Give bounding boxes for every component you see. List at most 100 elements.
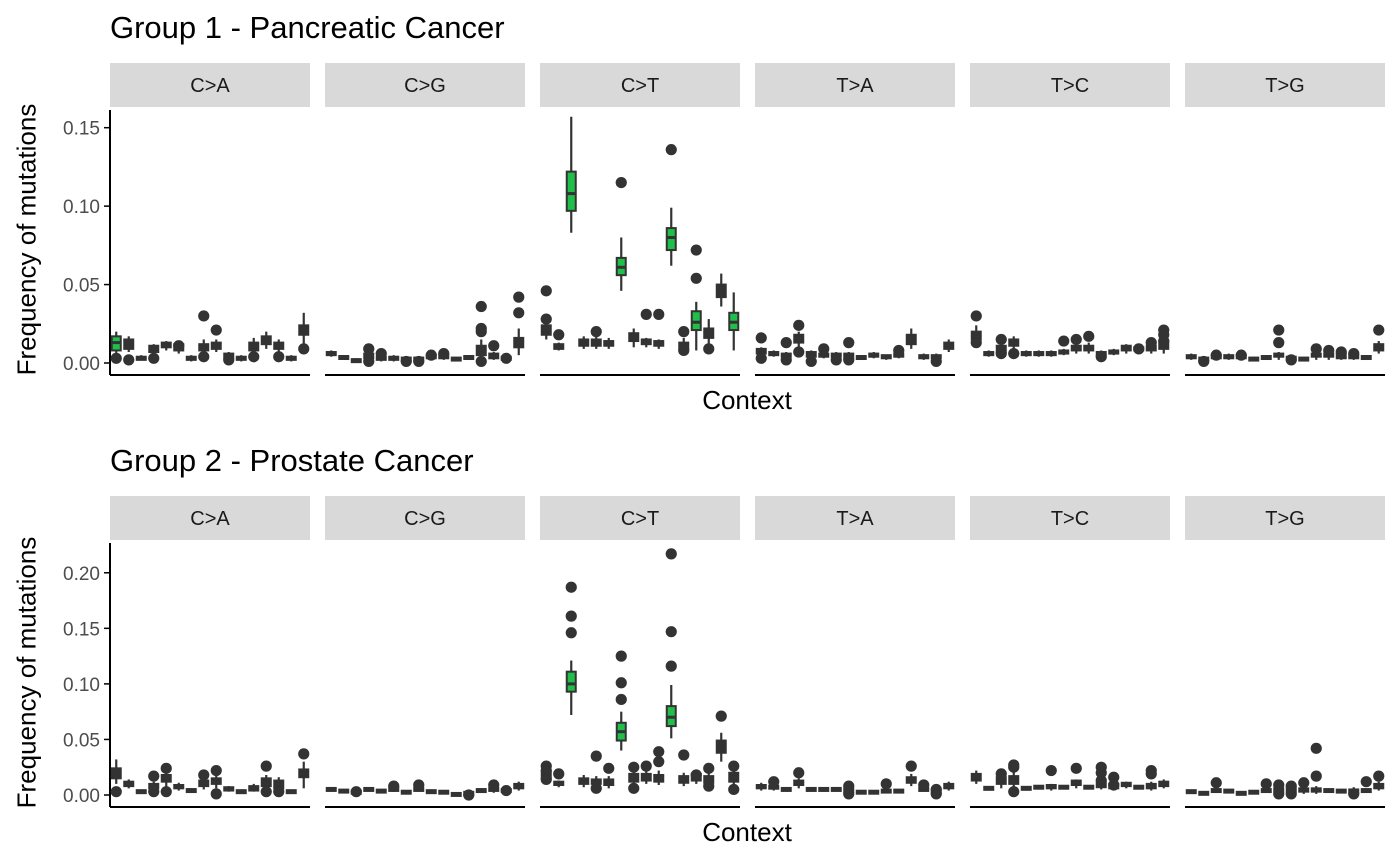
- facet-strip: [1185, 63, 1385, 107]
- outlier-point: [540, 313, 552, 325]
- outlier-point: [400, 355, 412, 368]
- box: [690, 310, 702, 332]
- facet-strip: [1185, 496, 1385, 540]
- y-tick-label: 0.05: [63, 276, 100, 297]
- outlier-point: [173, 340, 185, 352]
- outlier-point: [540, 764, 552, 777]
- facet-strip: [540, 63, 740, 107]
- outlier-point: [590, 326, 602, 338]
- outlier-point: [1298, 777, 1310, 789]
- facet-strip: [110, 63, 310, 107]
- outlier-point: [715, 710, 727, 722]
- outlier-point: [615, 650, 627, 662]
- outlier-point: [350, 786, 362, 798]
- outlier-point: [488, 779, 500, 791]
- outlier-point: [780, 354, 792, 366]
- outlier-point: [540, 773, 552, 786]
- chart-title-group-1: Group 1 - Pancreatic Cancer: [110, 10, 505, 45]
- outlier-point: [1348, 347, 1360, 360]
- outlier-point: [298, 748, 310, 760]
- outlier-point: [995, 347, 1007, 360]
- outlier-point: [703, 780, 715, 792]
- outlier-point: [1133, 343, 1145, 355]
- outlier-point: [793, 767, 805, 779]
- outlier-point: [1310, 343, 1322, 355]
- y-tick-label: 0.10: [63, 675, 100, 696]
- outlier-point: [1273, 779, 1285, 791]
- outlier-point: [1310, 770, 1322, 782]
- outlier-point: [678, 749, 690, 761]
- outlier-point: [198, 769, 210, 781]
- outlier-point: [1095, 774, 1107, 787]
- outlier-point: [628, 761, 640, 773]
- facet-strip-label: T>A: [836, 508, 874, 530]
- y-tick-label: 0.00: [63, 786, 100, 807]
- outlier-point: [1158, 335, 1170, 347]
- outlier-point: [553, 768, 565, 780]
- outlier-point: [1273, 337, 1285, 349]
- outlier-point: [843, 788, 855, 800]
- outlier-point: [273, 786, 285, 798]
- outlier-point: [438, 347, 450, 360]
- outlier-point: [425, 349, 437, 361]
- facet-strip: [755, 63, 955, 107]
- outlier-point: [603, 762, 615, 774]
- outlier-point: [728, 783, 740, 796]
- outlier-point: [210, 324, 222, 336]
- outlier-point: [653, 746, 665, 758]
- outlier-point: [653, 308, 665, 320]
- outlier-point: [678, 326, 690, 338]
- outlier-point: [248, 351, 260, 363]
- box: [565, 670, 577, 693]
- outlier-point: [1210, 777, 1222, 789]
- y-tick-label: 0.15: [63, 619, 100, 640]
- outlier-point: [1108, 779, 1120, 791]
- outlier-point: [1335, 346, 1347, 358]
- facet-strip: [110, 496, 310, 540]
- outlier-point: [1285, 788, 1297, 800]
- outlier-point: [703, 762, 715, 774]
- outlier-point: [615, 176, 627, 189]
- outlier-point: [500, 784, 512, 797]
- outlier-point: [565, 627, 577, 639]
- outlier-point: [160, 786, 172, 798]
- outlier-point: [298, 343, 310, 355]
- outlier-point: [755, 352, 767, 364]
- outlier-point: [513, 307, 525, 319]
- outlier-point: [1008, 347, 1020, 360]
- outlier-point: [930, 788, 942, 800]
- outlier-point: [880, 778, 892, 790]
- facet-strip: [540, 496, 740, 540]
- facet-strip-label: T>C: [1051, 508, 1089, 530]
- outlier-point: [818, 343, 830, 355]
- facet-strip-label: C>A: [190, 75, 230, 97]
- outlier-point: [893, 344, 905, 357]
- outlier-point: [488, 340, 500, 352]
- outlier-point: [1108, 771, 1120, 783]
- outlier-point: [1323, 344, 1335, 357]
- outlier-point: [830, 354, 842, 366]
- outlier-point: [930, 355, 942, 368]
- outlier-point: [475, 355, 487, 368]
- outlier-point: [1348, 788, 1360, 800]
- outlier-point: [363, 343, 375, 355]
- outlier-point: [1145, 768, 1157, 780]
- outlier-point: [110, 352, 122, 364]
- outlier-point: [413, 355, 425, 368]
- facet-strip-label: C>G: [404, 75, 446, 97]
- x-axis-label-group-2: Context: [702, 817, 792, 847]
- chart-title-group-2: Group 2 - Prostate Cancer: [110, 443, 474, 478]
- outlier-point: [1285, 780, 1297, 792]
- outlier-point: [148, 352, 160, 364]
- outlier-point: [1058, 335, 1070, 347]
- outlier-point: [805, 355, 817, 368]
- outlier-point: [110, 786, 122, 798]
- facet-strip: [970, 63, 1170, 107]
- outlier-point: [1310, 742, 1322, 754]
- outlier-point: [1198, 355, 1210, 368]
- x-axis-label-group-1: Context: [702, 385, 792, 415]
- facet-strip-label: C>A: [190, 508, 230, 530]
- outlier-point: [260, 786, 272, 798]
- outlier-point: [590, 782, 602, 794]
